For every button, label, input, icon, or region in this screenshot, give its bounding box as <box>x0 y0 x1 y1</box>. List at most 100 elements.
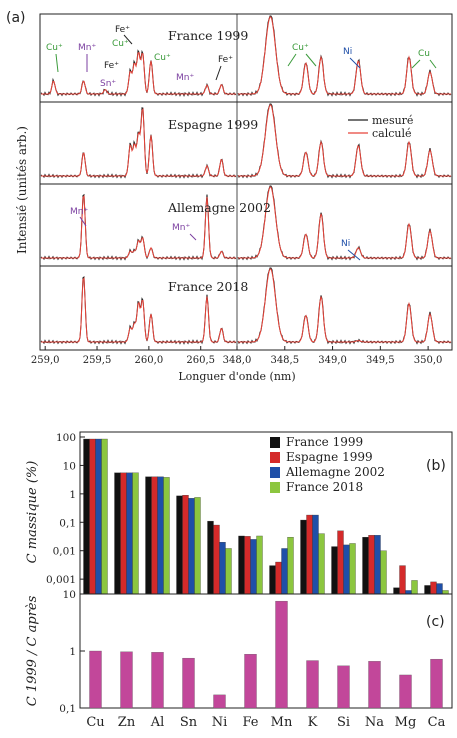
b-bar-Ni-1 <box>213 524 220 595</box>
annot-ni-2: Ni <box>341 239 350 249</box>
b-bar-Sn-3 <box>194 497 201 595</box>
annot-mn-2: Mn⁺ <box>176 73 194 83</box>
xtick-label-left-3: 260,5 <box>186 355 215 366</box>
annotations-france-1999: Cu⁺ Mn⁺ Sn⁺ Fe⁺ Cu⁺ Fe⁺ Cu⁺ Mn⁺ Fe⁺ Cu⁺ … <box>46 25 437 89</box>
xtick-label-right-1: 348,5 <box>270 355 299 366</box>
c-ytick-label-0: 10 <box>63 589 76 601</box>
b-bar-Fe-1 <box>244 536 251 595</box>
annot-cu-5: Cu <box>418 49 430 59</box>
b-bar-Ca-1 <box>430 581 437 595</box>
c-bar-Mn <box>275 600 288 709</box>
legend-calculated-label: calculé <box>372 127 412 140</box>
panel-b-bars <box>83 438 449 595</box>
spectrum-calculated-right-2 <box>238 186 451 259</box>
annot-mn-3: Mn⁺ <box>70 207 88 217</box>
category-label-K: K <box>308 715 318 730</box>
annot-mn-4: Mn⁺ <box>172 223 190 233</box>
b-bar-Na-2 <box>374 535 381 595</box>
b-bar-Si-1 <box>337 530 344 595</box>
b-bar-Ca-3 <box>442 590 449 595</box>
spectrum-calculated-left-2 <box>41 194 236 259</box>
b-bar-Cu-3 <box>101 438 108 595</box>
b-bar-Al-1 <box>151 476 158 595</box>
xtick-label-right-3: 349,5 <box>366 355 395 366</box>
category-label-Al: Al <box>150 715 165 730</box>
b-ytick-label-1: 10 <box>63 460 76 472</box>
panel-name-espagne-1999: Espagne 1999 <box>168 117 258 132</box>
c-bar-Fe <box>244 654 257 709</box>
b-legend-label-0: France 1999 <box>286 435 363 449</box>
annot-sn: Sn⁺ <box>100 79 116 89</box>
category-label-Mg: Mg <box>395 715 417 730</box>
b-legend-swatch-1 <box>270 452 280 463</box>
b-legend-label-2: Allemagne 2002 <box>285 465 385 479</box>
annot-fe-1: Fe⁺ <box>115 25 130 35</box>
panel-c-frame <box>79 593 453 709</box>
panel-b-label: (b) <box>426 458 446 474</box>
c-bar-Sn <box>182 657 195 709</box>
c-bar-Si <box>337 665 350 709</box>
panel-c-yticks: 10 1 0,1 <box>59 589 85 715</box>
b-ytick-label-4: 0,01 <box>53 546 76 558</box>
b-bar-Sn-0 <box>176 495 183 595</box>
c-bar-Cu <box>89 650 102 709</box>
spectrum-measured-right-3 <box>237 267 452 345</box>
category-label-Na: Na <box>365 715 384 730</box>
b-bar-K-3 <box>318 533 325 595</box>
b-bar-Na-3 <box>380 550 387 595</box>
panel-a-xlabel: Longuer d'onde (nm) <box>178 370 295 383</box>
panel-b-yticks: 100 10 1 0,1 0,01 0,001 <box>46 432 85 586</box>
b-bar-Na-1 <box>368 535 375 595</box>
c-bar-Mg <box>399 674 412 709</box>
annot-fe-2: Fe⁺ <box>104 61 119 71</box>
xtick-label-right-0: 348,0 <box>223 355 252 366</box>
xtick-label-right-4: 350,0 <box>414 355 443 366</box>
b-legend-swatch-3 <box>270 482 280 493</box>
xtick-label-left-1: 259,5 <box>83 355 112 366</box>
panel-name-france-1999: France 1999 <box>168 28 248 43</box>
b-bar-Si-0 <box>331 546 338 595</box>
b-bar-Na-0 <box>362 536 369 595</box>
annot-cu-4: Cu⁺ <box>292 43 309 53</box>
category-label-Ca: Ca <box>428 715 446 730</box>
c-ytick-label-1: 1 <box>69 646 76 658</box>
category-label-Fe: Fe <box>242 715 258 730</box>
b-bar-Zn-2 <box>126 472 133 595</box>
b-bar-Mn-0 <box>269 565 276 595</box>
b-legend-label-1: Espagne 1999 <box>286 450 373 464</box>
b-bar-Fe-2 <box>250 539 257 595</box>
panel-b-ylabel: C massique (%) <box>25 461 40 564</box>
panel-name-france-2018: France 2018 <box>168 279 248 294</box>
b-bar-Mg-0 <box>393 587 400 595</box>
annot-mn-1: Mn⁺ <box>78 43 96 53</box>
c-bar-Na <box>368 661 381 709</box>
b-bar-Cu-1 <box>89 438 96 595</box>
panel-c-label: (c) <box>426 614 445 630</box>
b-legend-swatch-2 <box>270 467 280 478</box>
b-bar-K-0 <box>300 519 307 595</box>
b-bar-Si-2 <box>343 544 350 595</box>
panel-c-bars <box>89 600 443 709</box>
c-bar-Al <box>151 652 164 709</box>
panel-a-label: (a) <box>6 10 26 26</box>
b-bar-Ca-0 <box>424 585 431 595</box>
b-bar-Si-3 <box>349 543 356 595</box>
category-label-Si: Si <box>337 715 350 730</box>
b-legend-label-3: France 2018 <box>286 480 363 494</box>
panel-c-ylabel: C 1999 / C après <box>25 595 40 706</box>
spectra-ticks: 259,0 259,5 260,0 260,5 348,0 348,5 349,0 349,5… <box>31 346 443 366</box>
spectrum-calculated-left-0 <box>41 51 236 95</box>
spectrum-frame-2 <box>39 183 453 267</box>
spectrum-calculated-left-3 <box>41 277 236 343</box>
category-label-Cu: Cu <box>86 715 104 730</box>
b-bar-Sn-2 <box>188 498 195 595</box>
c-bar-Ca <box>430 658 443 709</box>
b-bar-Mn-3 <box>287 536 294 595</box>
b-bar-Zn-1 <box>120 472 127 595</box>
spectrum-calculated-left-1 <box>41 107 236 177</box>
b-bar-Mn-2 <box>281 548 288 595</box>
c-bar-Zn <box>120 651 133 709</box>
spectrum-measured-right-1 <box>237 103 452 179</box>
category-labels: Cu Zn Al Sn Ni Fe Mn K Si Na Mg Ca <box>86 715 445 730</box>
